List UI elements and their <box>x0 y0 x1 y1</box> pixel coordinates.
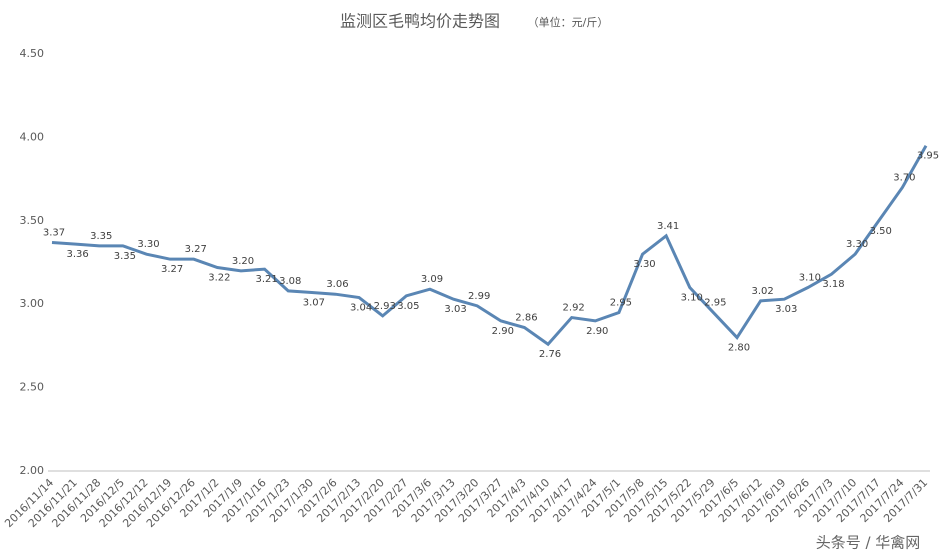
data-label: 3.21 <box>255 274 277 285</box>
data-label: 3.95 <box>917 151 939 162</box>
data-label: 3.08 <box>279 276 301 287</box>
data-label: 2.92 <box>563 303 585 314</box>
data-label: 3.30 <box>633 259 655 270</box>
data-label: 3.35 <box>90 231 112 242</box>
y-tick-label: 2.50 <box>20 381 45 394</box>
data-label: 3.22 <box>208 273 230 284</box>
y-tick-label: 4.00 <box>20 130 45 143</box>
y-tick-label: 2.00 <box>20 464 45 477</box>
data-label: 3.30 <box>846 239 868 250</box>
data-label: 2.86 <box>515 313 537 324</box>
data-label: 2.90 <box>492 326 514 337</box>
y-tick-label: 3.00 <box>20 297 45 310</box>
data-label: 2.90 <box>586 326 608 337</box>
data-label: 3.09 <box>421 274 443 285</box>
chart-title: 监测区毛鸭均价走势图 <box>340 12 500 31</box>
data-label: 2.93 <box>374 301 396 312</box>
data-label: 2.76 <box>539 349 561 360</box>
data-label: 3.02 <box>752 286 774 297</box>
data-label: 3.27 <box>161 264 183 275</box>
data-label: 2.95 <box>610 298 632 309</box>
data-label: 3.27 <box>185 244 207 255</box>
data-label: 3.36 <box>66 249 88 260</box>
data-label: 3.20 <box>232 256 254 267</box>
data-label: 3.30 <box>137 239 159 250</box>
data-label: 3.07 <box>303 298 325 309</box>
data-label: 2.80 <box>728 343 750 354</box>
data-label: 2.99 <box>468 291 490 302</box>
data-label: 3.10 <box>681 293 703 304</box>
data-label: 3.03 <box>444 304 466 315</box>
data-label: 3.35 <box>114 251 136 262</box>
data-label: 3.10 <box>799 273 821 284</box>
data-label: 3.04 <box>350 303 372 314</box>
line <box>51 145 928 347</box>
data-label: 3.41 <box>657 221 679 232</box>
data-label: 3.37 <box>43 227 65 238</box>
data-label: 2.95 <box>704 298 726 309</box>
data-label: 3.06 <box>326 279 348 290</box>
watermark: 头条号 / 华禽网 <box>816 534 921 552</box>
data-label: 3.05 <box>397 301 419 312</box>
chart-subtitle: （单位：元/斤） <box>528 15 609 29</box>
data-label: 3.03 <box>775 304 797 315</box>
y-tick-label: 3.50 <box>20 214 45 227</box>
y-tick-label: 4.50 <box>20 47 45 60</box>
data-label: 3.70 <box>893 172 915 183</box>
data-label: 3.50 <box>870 226 892 237</box>
data-label: 3.18 <box>822 279 844 290</box>
